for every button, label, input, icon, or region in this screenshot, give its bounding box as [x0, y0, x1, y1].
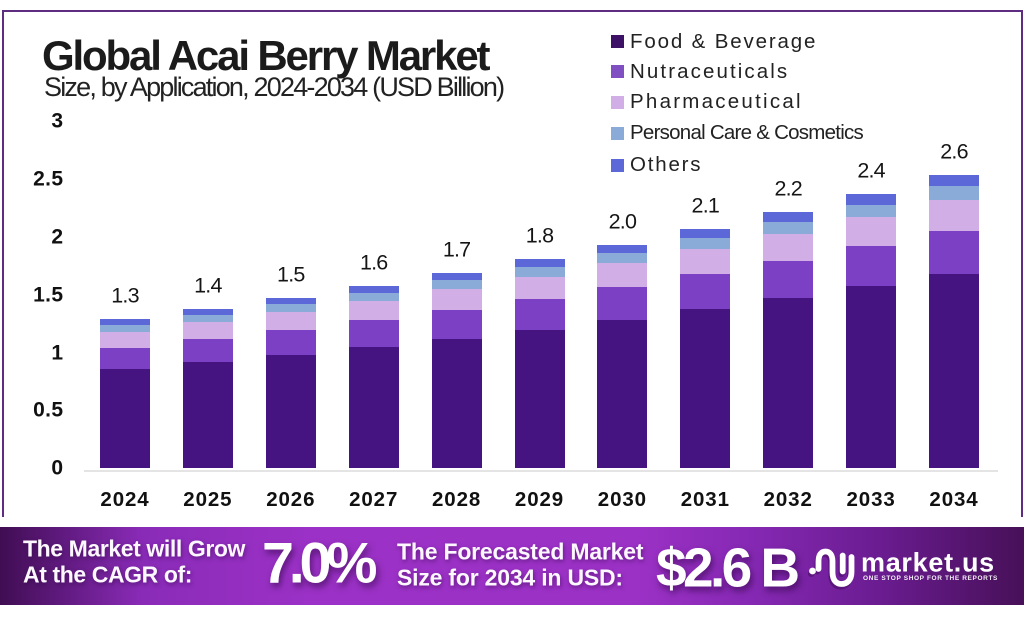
svg-text:market.us: market.us [861, 548, 995, 578]
svg-text:ONE STOP SHOP FOR THE REPORTS: ONE STOP SHOP FOR THE REPORTS [863, 575, 998, 582]
